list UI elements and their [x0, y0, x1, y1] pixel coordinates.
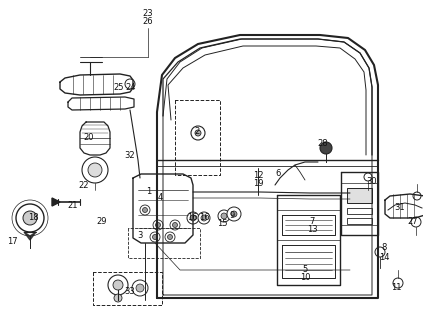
- Circle shape: [140, 205, 150, 215]
- Bar: [347, 218, 372, 224]
- Text: 17: 17: [7, 237, 17, 246]
- Circle shape: [170, 220, 180, 230]
- Polygon shape: [24, 232, 36, 240]
- Circle shape: [125, 79, 135, 89]
- Circle shape: [191, 126, 205, 140]
- Circle shape: [413, 192, 421, 200]
- Circle shape: [23, 211, 37, 225]
- Text: 1: 1: [146, 188, 151, 196]
- Text: 29: 29: [97, 218, 107, 227]
- Circle shape: [375, 247, 385, 257]
- Text: 13: 13: [307, 226, 317, 235]
- Circle shape: [227, 207, 241, 221]
- Circle shape: [411, 217, 421, 227]
- Text: 25: 25: [114, 84, 124, 92]
- Circle shape: [187, 212, 199, 224]
- Text: 8: 8: [381, 244, 387, 252]
- Text: 11: 11: [391, 284, 401, 292]
- Text: 24: 24: [126, 84, 136, 92]
- Circle shape: [108, 275, 128, 295]
- Circle shape: [132, 280, 148, 296]
- Text: 6: 6: [275, 170, 281, 179]
- Text: 3: 3: [137, 231, 143, 241]
- Circle shape: [168, 235, 173, 239]
- Text: 33: 33: [125, 287, 135, 297]
- Text: 12: 12: [253, 171, 263, 180]
- Circle shape: [143, 207, 148, 212]
- Text: 23: 23: [143, 10, 153, 19]
- Circle shape: [198, 212, 210, 224]
- Text: 16: 16: [187, 213, 197, 222]
- Text: 4: 4: [157, 194, 162, 203]
- Text: 5: 5: [302, 266, 308, 275]
- Bar: [347, 208, 372, 214]
- Circle shape: [201, 215, 207, 221]
- Text: 14: 14: [379, 252, 389, 261]
- Text: 15: 15: [217, 219, 227, 228]
- Circle shape: [231, 211, 237, 217]
- Bar: [347, 188, 372, 203]
- Circle shape: [136, 284, 144, 292]
- Circle shape: [221, 213, 227, 219]
- Text: 7: 7: [309, 218, 315, 227]
- Circle shape: [156, 222, 160, 228]
- Text: 10: 10: [300, 274, 310, 283]
- Circle shape: [113, 280, 123, 290]
- Text: 31: 31: [395, 204, 405, 212]
- Circle shape: [190, 215, 196, 221]
- Circle shape: [150, 232, 160, 242]
- Text: 9: 9: [229, 211, 235, 220]
- Circle shape: [153, 220, 163, 230]
- Text: 27: 27: [408, 218, 418, 227]
- Circle shape: [153, 235, 157, 239]
- Circle shape: [82, 157, 108, 183]
- Text: 19: 19: [253, 179, 263, 188]
- Text: 30: 30: [367, 177, 377, 186]
- Text: 20: 20: [84, 133, 94, 142]
- Circle shape: [364, 173, 372, 181]
- Text: 2: 2: [195, 127, 200, 137]
- Circle shape: [16, 204, 44, 232]
- Circle shape: [114, 294, 122, 302]
- Circle shape: [173, 222, 178, 228]
- Text: 18: 18: [27, 213, 38, 222]
- Circle shape: [393, 278, 403, 288]
- Circle shape: [165, 232, 175, 242]
- Text: 26: 26: [143, 18, 153, 27]
- Circle shape: [195, 130, 201, 136]
- Circle shape: [88, 163, 102, 177]
- Text: 21: 21: [68, 201, 78, 210]
- Text: 32: 32: [125, 150, 135, 159]
- Polygon shape: [52, 198, 60, 206]
- Circle shape: [218, 210, 230, 222]
- Circle shape: [320, 142, 332, 154]
- Text: 16: 16: [199, 213, 209, 222]
- Text: 22: 22: [79, 181, 89, 190]
- Text: 28: 28: [318, 139, 328, 148]
